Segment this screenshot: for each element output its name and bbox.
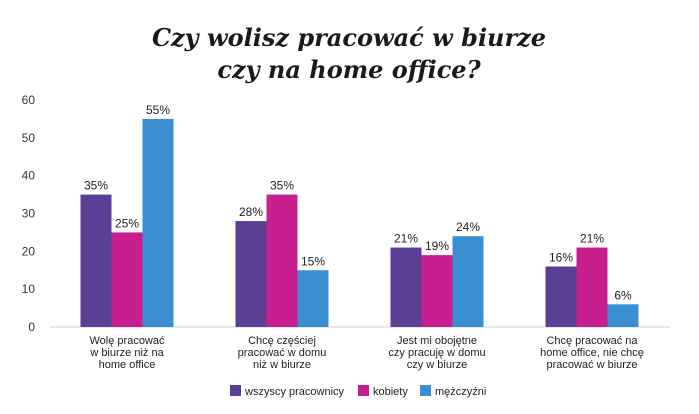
bar-series1-cat3 [390,247,422,327]
category-label: home office [99,359,156,371]
y-tick-label: 10 [22,282,36,296]
y-tick-label: 0 [28,320,35,334]
y-tick-label: 20 [22,244,36,258]
category-label: Wolę pracować [90,335,165,347]
bar-series3-cat1 [142,118,174,328]
data-label: 15% [301,254,325,268]
bar-series3-cat4 [607,304,639,327]
bar-series3-cat3 [452,236,484,327]
category-label: w biurze niż na [89,347,164,359]
y-tick-label: 40 [22,169,36,183]
data-label: 19% [425,239,449,253]
data-label: 35% [270,179,294,193]
chart-title-line-2: czy na home office? [217,55,481,84]
legend-swatch [230,385,241,396]
category-label: czy w biurze [407,359,468,371]
legend-swatch [358,385,369,396]
y-axis-ticks: 0 10 20 30 40 50 60 [22,93,36,334]
data-labels: 35% 28% 21% 16% 25% 35% 19% 21% 55% 15% 24% 6% [84,103,632,302]
legend-label: wszyscy pracownicy [244,386,345,398]
y-tick-label: 30 [22,207,36,221]
category-label: Chcę pracować na [546,335,638,347]
data-label: 28% [239,205,263,219]
bar-series1-cat1 [80,194,112,327]
data-label: 25% [115,216,139,230]
bar-series2-cat3 [421,255,453,327]
bar-series2-cat4 [576,247,608,327]
bar-series1-cat2 [235,221,267,327]
data-label: 16% [549,250,573,264]
category-label: niż w biurze [253,359,311,371]
bars [80,118,639,328]
legend-label: mężczyźni [435,386,486,398]
chart-title-line-1: Czy wolisz pracować w biurze [152,23,546,52]
category-label: pracować w domu [238,347,327,359]
bar-series3-cat2 [297,270,329,327]
data-label: 21% [394,232,418,246]
bar-series2-cat1 [111,232,143,327]
data-label: 21% [580,232,604,246]
data-label: 24% [456,220,480,234]
category-label: home office, nie chcę [540,347,644,359]
legend-label: kobiety [373,386,408,398]
y-tick-label: 60 [22,93,36,107]
legend-swatch [420,385,431,396]
y-tick-label: 50 [22,131,36,145]
bar-series2-cat2 [266,194,298,327]
category-label: czy pracuję w domu [388,347,485,359]
data-label: 35% [84,179,108,193]
data-label: 6% [614,288,632,302]
category-label: pracować w biurze [546,359,637,371]
legend: wszyscy pracownicy kobiety mężczyźni [230,385,486,398]
category-label: Jest mi obojętne [397,335,477,347]
data-label: 55% [146,103,170,117]
bar-series1-cat4 [545,266,577,327]
category-label: Chcę częściej [248,335,316,347]
